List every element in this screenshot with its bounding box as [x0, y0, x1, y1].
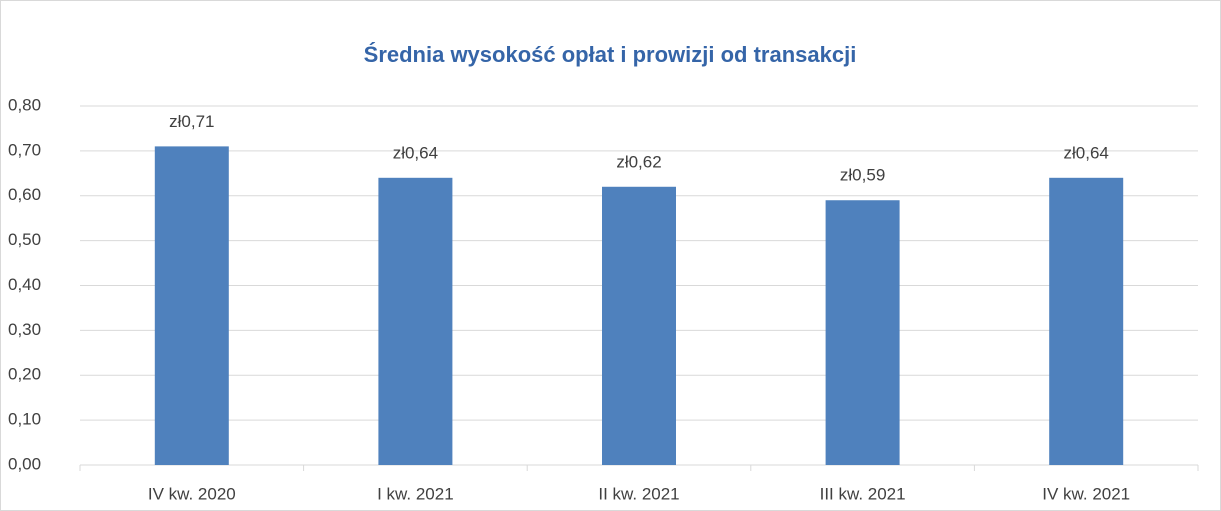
bar: [154, 146, 229, 465]
x-tick-label: III kw. 2021: [820, 484, 906, 503]
x-tick-label: IV kw. 2020: [148, 484, 236, 503]
y-tick-label: 0,60: [8, 185, 41, 204]
y-tick-label: 0,80: [8, 95, 41, 114]
y-tick-label: 0,00: [8, 454, 41, 473]
chart-title: Średnia wysokość opłat i prowizji od tra…: [364, 42, 857, 67]
bar: [825, 200, 900, 466]
data-label: zł0,71: [169, 112, 214, 131]
bar: [602, 186, 676, 465]
data-label: zł0,64: [393, 143, 438, 162]
bar: [378, 177, 453, 466]
x-tick-label: II kw. 2021: [598, 484, 679, 503]
x-tick-label: IV kw. 2021: [1042, 484, 1130, 503]
data-label: zł0,62: [616, 152, 661, 171]
data-label: zł0,64: [1064, 143, 1109, 162]
y-tick-label: 0,70: [8, 140, 41, 159]
y-tick-label: 0,30: [8, 320, 41, 339]
y-tick-label: 0,10: [8, 410, 41, 429]
y-tick-label: 0,40: [8, 275, 41, 294]
y-tick-label: 0,20: [8, 365, 41, 384]
data-label: zł0,59: [840, 166, 885, 185]
bar: [1049, 177, 1124, 466]
y-tick-label: 0,50: [8, 230, 41, 249]
x-tick-label: I kw. 2021: [377, 484, 454, 503]
